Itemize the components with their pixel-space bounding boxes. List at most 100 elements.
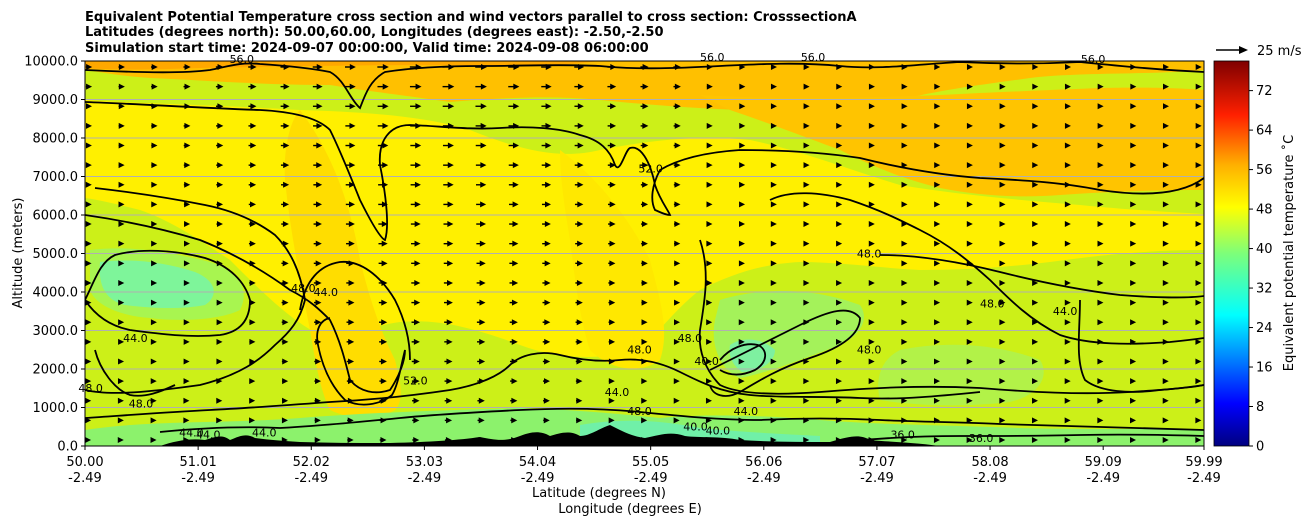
wind-vector bbox=[151, 221, 158, 228]
wind-vector bbox=[443, 279, 453, 286]
wind-vector bbox=[901, 378, 908, 385]
wind-vector bbox=[541, 83, 552, 90]
y-tick-label: 2000.0 bbox=[33, 363, 79, 378]
wind-vector bbox=[151, 260, 158, 267]
wind-vector bbox=[1097, 397, 1104, 404]
wind-vector bbox=[1097, 181, 1104, 188]
wind-vector bbox=[281, 299, 289, 306]
wind-vector bbox=[1130, 181, 1137, 188]
wind-vector bbox=[1163, 83, 1170, 90]
wind-vector bbox=[280, 122, 290, 129]
wind-vector bbox=[574, 201, 584, 208]
wind-vector bbox=[575, 299, 583, 306]
wind-vector bbox=[738, 378, 745, 385]
wind-vector bbox=[183, 299, 190, 306]
wind-vector bbox=[118, 299, 125, 306]
wind-vector bbox=[1097, 103, 1104, 110]
wind-vector bbox=[999, 181, 1006, 188]
wind-vector bbox=[183, 240, 190, 247]
wind-vector bbox=[508, 103, 520, 110]
contour-52-mid bbox=[85, 214, 406, 406]
y-tick-label: 1000.0 bbox=[33, 401, 79, 416]
wind-vector bbox=[216, 122, 224, 129]
contour-label: 48.0 bbox=[627, 344, 652, 357]
wind-vector bbox=[803, 221, 810, 228]
wind-vector bbox=[85, 221, 92, 228]
colorbar-tick-label: 72 bbox=[1256, 84, 1273, 99]
wind-vector bbox=[216, 319, 223, 326]
wind-vector bbox=[411, 260, 421, 267]
wind-vector bbox=[574, 83, 584, 90]
wind-vector bbox=[738, 437, 745, 443]
wind-vector bbox=[346, 358, 355, 365]
wind-vector bbox=[868, 142, 875, 149]
wind-vector bbox=[314, 437, 321, 443]
wind-vector bbox=[411, 338, 420, 345]
wind-vector bbox=[509, 338, 518, 345]
wind-vector bbox=[738, 240, 745, 247]
wind-vector bbox=[508, 142, 519, 149]
wind-vector bbox=[443, 240, 454, 247]
wind-vector bbox=[379, 358, 387, 365]
wind-vector bbox=[739, 122, 746, 129]
field-green-far-right bbox=[878, 344, 1044, 406]
wind-vector bbox=[248, 221, 256, 228]
wind-vector bbox=[607, 103, 617, 110]
wind-vector bbox=[1097, 221, 1104, 228]
wind-vector bbox=[933, 397, 940, 404]
wind-vector bbox=[542, 378, 550, 385]
wind-vector bbox=[674, 319, 681, 326]
wind-vector bbox=[314, 319, 322, 326]
wind-vector bbox=[85, 397, 92, 404]
wind-vector bbox=[248, 181, 257, 188]
wind-vector bbox=[673, 378, 680, 385]
wind-vector bbox=[641, 221, 648, 228]
wind-vector bbox=[1130, 358, 1137, 365]
wind-vector bbox=[575, 260, 584, 267]
wind-vector bbox=[739, 142, 746, 149]
wind-vector bbox=[999, 417, 1006, 424]
contour-44-bottom bbox=[85, 352, 981, 419]
wind-vector bbox=[966, 162, 973, 169]
wind-vector bbox=[541, 142, 552, 149]
wind-vector bbox=[641, 338, 648, 345]
wind-vector bbox=[509, 240, 519, 247]
wind-vector bbox=[280, 103, 290, 110]
wind-vector bbox=[248, 201, 256, 208]
wind-vector bbox=[442, 142, 454, 149]
wind-vector bbox=[475, 162, 487, 169]
wind-vector bbox=[1195, 279, 1202, 286]
wind-vector bbox=[1195, 103, 1202, 110]
wind-vector bbox=[770, 64, 777, 70]
wind-vector bbox=[901, 181, 908, 188]
wind-vector bbox=[118, 64, 125, 70]
wind-vector bbox=[183, 260, 190, 267]
wind-vector bbox=[1032, 64, 1039, 70]
wind-vector bbox=[934, 122, 941, 129]
wind-vector bbox=[835, 378, 842, 385]
wind-vector bbox=[281, 181, 290, 188]
wind-vector bbox=[312, 103, 323, 110]
wind-vector bbox=[868, 201, 875, 208]
y-tick-label: 8000.0 bbox=[33, 132, 79, 147]
wind-vector bbox=[1064, 240, 1071, 247]
wind-vector bbox=[706, 299, 713, 306]
wind-vector bbox=[1031, 437, 1038, 443]
wind-vector bbox=[901, 279, 908, 286]
wind-vector bbox=[509, 260, 519, 267]
wind-vector bbox=[1130, 319, 1137, 326]
wind-vector bbox=[215, 83, 224, 90]
wind-vector bbox=[543, 437, 550, 443]
wind-vector bbox=[901, 437, 908, 443]
field-green-right-core bbox=[729, 339, 775, 372]
wind-vector bbox=[901, 319, 908, 326]
x-tick-label-lon: -2.49 bbox=[634, 471, 668, 486]
wind-vector bbox=[803, 299, 810, 306]
wind-vector bbox=[803, 122, 810, 129]
wind-vector bbox=[836, 338, 843, 345]
wind-vector bbox=[249, 319, 256, 326]
wind-vector bbox=[999, 338, 1006, 345]
wind-vector bbox=[541, 162, 552, 169]
contour-label: 48.0 bbox=[857, 344, 882, 357]
wind-vector bbox=[1032, 279, 1039, 286]
